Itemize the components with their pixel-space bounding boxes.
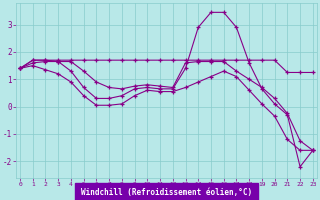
X-axis label: Windchill (Refroidissement éolien,°C): Windchill (Refroidissement éolien,°C) <box>81 188 252 197</box>
